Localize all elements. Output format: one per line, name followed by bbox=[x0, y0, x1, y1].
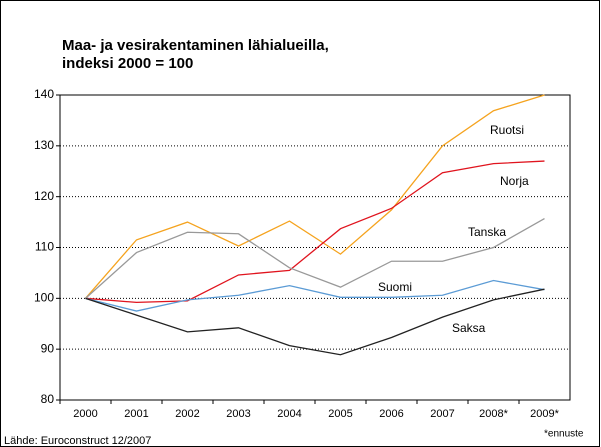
x-tick-label: 2008* bbox=[479, 408, 508, 420]
y-tick-label: 130 bbox=[34, 138, 54, 152]
series-label: Suomi bbox=[378, 280, 412, 294]
x-tick-label: 2005 bbox=[328, 408, 352, 420]
y-tick-label: 80 bbox=[41, 392, 55, 406]
x-tick-label: 2002 bbox=[175, 408, 199, 420]
x-tick-label: 2003 bbox=[226, 408, 250, 420]
note: *ennuste bbox=[544, 429, 584, 440]
x-tick-label: 2000 bbox=[73, 408, 97, 420]
series-label: Ruotsi bbox=[490, 123, 524, 137]
chart-title: indeksi 2000 = 100 bbox=[62, 55, 193, 72]
series-label: Saksa bbox=[452, 321, 486, 335]
series-label: Tanska bbox=[468, 225, 506, 239]
y-tick-label: 90 bbox=[41, 341, 55, 355]
line bbox=[85, 94, 545, 299]
x-tick-label: 2004 bbox=[277, 408, 301, 420]
y-tick-label: 120 bbox=[34, 189, 54, 203]
line bbox=[85, 217, 545, 299]
x-tick-label: 2001 bbox=[124, 408, 148, 420]
y-tick-label: 140 bbox=[34, 87, 54, 101]
y-tick-label: 100 bbox=[34, 291, 54, 305]
x-tick-label: 2009* bbox=[530, 408, 559, 420]
x-tick-label: 2006 bbox=[379, 408, 403, 420]
line bbox=[85, 279, 545, 312]
y-tick-label: 110 bbox=[35, 240, 54, 254]
x-tick-label: 2007 bbox=[430, 408, 454, 420]
chart-title: Maa- ja vesirakentaminen lähialueilla, bbox=[62, 37, 329, 54]
series-label: Norja bbox=[500, 174, 529, 188]
source: Lähde: Euroconstruct 12/2007 bbox=[4, 435, 151, 447]
line bbox=[85, 288, 545, 356]
line bbox=[85, 160, 545, 304]
